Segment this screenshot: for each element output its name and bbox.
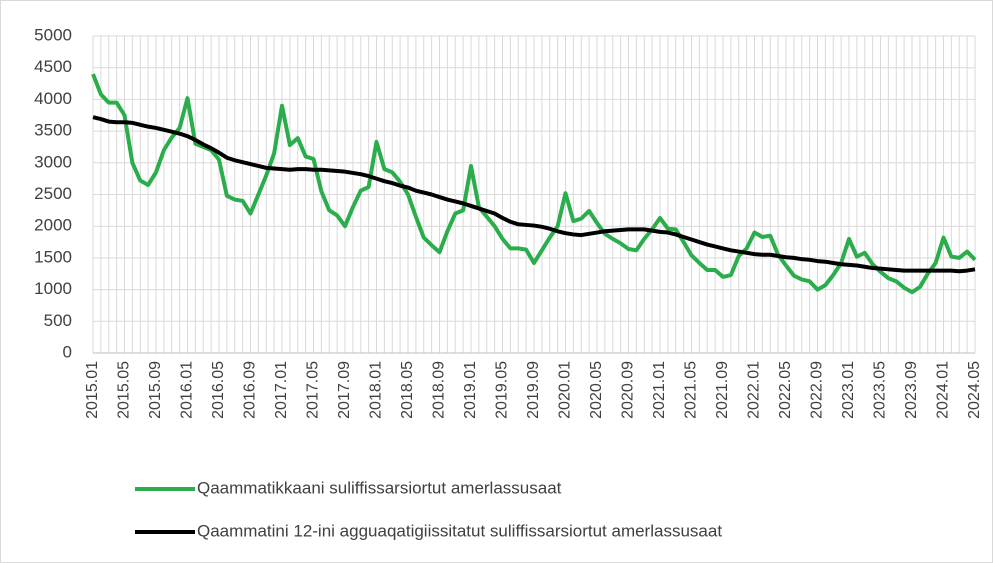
x-tick-label: 2018.01 <box>368 361 385 419</box>
x-tick-label: 2017.01 <box>273 361 290 419</box>
x-tick-label: 2022.05 <box>777 361 794 419</box>
x-tick-label: 2015.09 <box>147 361 164 419</box>
x-tick-label: 2020.05 <box>588 361 605 419</box>
x-tick-label: 2022.01 <box>746 361 763 419</box>
x-tick-label: 2018.09 <box>431 361 448 419</box>
y-tick-label: 3000 <box>34 152 72 171</box>
x-tick-label: 2021.01 <box>651 361 668 419</box>
x-tick-label: 2023.01 <box>840 361 857 419</box>
x-tick-label: 2016.05 <box>210 361 227 419</box>
x-tick-label: 2020.01 <box>557 361 574 419</box>
x-tick-label: 2024.05 <box>966 361 983 419</box>
y-tick-label: 1000 <box>34 279 72 298</box>
y-tick-label: 4000 <box>34 89 72 108</box>
x-tick-label: 2021.09 <box>714 361 731 419</box>
y-tick-label: 0 <box>63 342 72 361</box>
x-tick-label: 2019.05 <box>494 361 511 419</box>
y-tick-label: 5000 <box>34 25 72 44</box>
series-line <box>92 115 976 274</box>
x-tick-label: 2021.05 <box>683 361 700 419</box>
x-tick-label: 2019.09 <box>525 361 542 419</box>
x-tick-label: 2016.01 <box>179 361 196 419</box>
legend-label: Qaammatikkaani suliffissarsiortut amerla… <box>197 478 562 497</box>
y-tick-label: 4500 <box>34 57 72 76</box>
x-tick-label: 2020.09 <box>620 361 637 419</box>
y-tick-label: 3500 <box>34 121 72 140</box>
x-tick-label: 2022.09 <box>809 361 826 419</box>
y-tick-label: 500 <box>44 311 72 330</box>
x-tick-label: 2017.09 <box>336 361 353 419</box>
series-line <box>91 73 977 295</box>
x-tick-label: 2015.01 <box>84 361 101 419</box>
x-tick-label: 2015.05 <box>116 361 133 419</box>
x-tick-label: 2023.09 <box>903 361 920 419</box>
x-tick-label: 2017.05 <box>305 361 322 419</box>
x-tick-label: 2023.05 <box>872 361 889 419</box>
y-tick-label: 2000 <box>34 216 72 235</box>
x-tick-label: 2018.05 <box>399 361 416 419</box>
x-tick-label: 2019.01 <box>462 361 479 419</box>
y-tick-label: 2500 <box>34 184 72 203</box>
y-tick-label: 1500 <box>34 247 72 266</box>
legend-label: Qaammatini 12-ini agguaqatigiissitatut s… <box>197 521 722 540</box>
x-tick-label: 2016.09 <box>242 361 259 419</box>
x-tick-label: 2024.01 <box>935 361 952 419</box>
